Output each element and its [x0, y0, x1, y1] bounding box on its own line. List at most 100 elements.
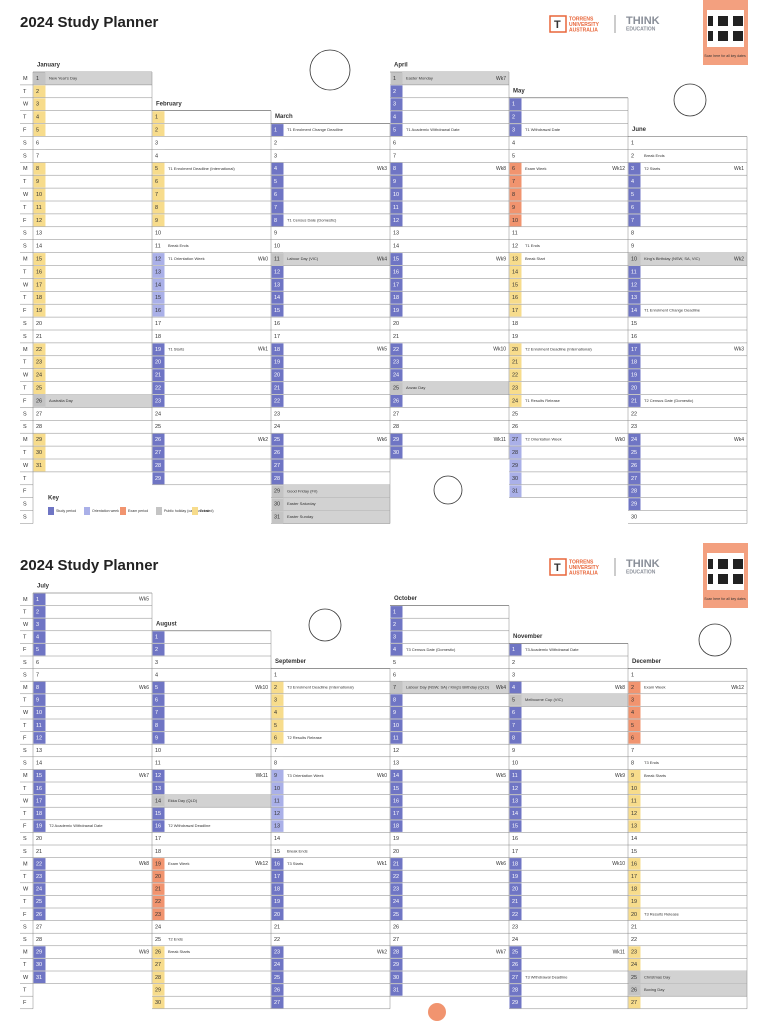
day-box [628, 769, 641, 782]
day-number: 27 [512, 437, 518, 443]
day-box [628, 227, 641, 240]
day-number: 12 [631, 811, 637, 817]
day-number: 15 [36, 773, 42, 779]
day-box [152, 433, 165, 446]
day-box [152, 253, 165, 265]
day-number: 17 [274, 334, 280, 340]
qr-cell [738, 21, 743, 26]
day-box [271, 795, 284, 807]
qr-cell [718, 16, 723, 21]
partner-text: EDUCATION [626, 569, 656, 575]
day-number: 28 [631, 489, 637, 495]
qr-code [707, 553, 744, 590]
day-number: 1 [393, 609, 396, 615]
day-box [33, 845, 46, 858]
day-box [628, 858, 641, 870]
day-number: 16 [155, 308, 161, 314]
day-number: 1 [274, 128, 277, 134]
day-box [628, 946, 641, 958]
key-swatch [84, 507, 90, 515]
day-number: 28 [274, 476, 280, 482]
partner-text: EDUCATION [626, 26, 656, 32]
day-number: 20 [155, 360, 161, 366]
week-label: Wk10 [493, 347, 506, 353]
day-number: 1 [393, 76, 396, 82]
weekday: S [23, 502, 27, 508]
day-number: 26 [512, 962, 518, 968]
day-box [271, 498, 284, 511]
day-box [33, 933, 46, 946]
day-box [33, 459, 46, 472]
day-box [271, 895, 284, 908]
day-number: 19 [393, 308, 399, 314]
day-box [152, 472, 165, 485]
day-box [152, 669, 165, 681]
day-box [509, 732, 522, 744]
day-box [152, 681, 165, 694]
day-box [390, 795, 403, 807]
day-number: 10 [155, 748, 161, 754]
day-number: 28 [512, 987, 518, 993]
day-box [271, 946, 284, 958]
day-box [628, 278, 641, 291]
day-box [33, 253, 46, 265]
weekday: S [23, 321, 27, 327]
weekday: T [23, 811, 27, 817]
day-box [271, 227, 284, 240]
day-number: 4 [36, 635, 39, 641]
day-number: 15 [512, 824, 518, 830]
day-number: 5 [393, 128, 396, 134]
key-swatch [156, 507, 162, 515]
day-box [33, 832, 46, 845]
day-box [271, 971, 284, 984]
event: Boxing Day [644, 987, 664, 992]
day-number: 18 [512, 861, 518, 867]
day-box [390, 820, 403, 832]
qr-cell [708, 559, 713, 564]
day-number: 24 [393, 899, 399, 905]
day-number: 29 [512, 1000, 518, 1006]
day-box [390, 291, 403, 304]
day-box [509, 278, 522, 291]
day-box [271, 681, 284, 694]
day-number: 1 [36, 597, 39, 603]
day-box [152, 395, 165, 407]
day-number: 13 [274, 282, 280, 288]
day-number: 27 [631, 1000, 637, 1006]
day-box [33, 420, 46, 433]
day-number: 15 [393, 257, 399, 263]
day-number: 11 [512, 231, 518, 237]
day-box [628, 253, 641, 265]
weekday: T [23, 609, 27, 615]
day-box [509, 124, 522, 136]
day-box [33, 631, 46, 643]
weekday: T [23, 269, 27, 275]
day-box [509, 845, 522, 858]
day-number: 10 [393, 192, 399, 198]
weekday: F [23, 735, 27, 741]
day-box [628, 382, 641, 394]
weekday: S [23, 836, 27, 842]
day-number: 8 [155, 723, 158, 729]
day-box [509, 395, 522, 407]
week-label: Wk7 [496, 76, 506, 82]
event: Labour Day (VIC) [287, 256, 319, 261]
day-number: 29 [155, 476, 161, 482]
event: Break Ends [168, 243, 189, 248]
weekday: F [23, 824, 27, 830]
partner-text: THINK [626, 558, 660, 570]
day-number: 3 [274, 698, 277, 704]
planner-title: 2024 Study Planner [20, 14, 159, 31]
day-number: 22 [393, 874, 399, 880]
day-number: 10 [512, 218, 518, 224]
day-number: 12 [512, 786, 518, 792]
day-box [628, 317, 641, 330]
holiday-row [45, 394, 152, 408]
day-number: 24 [631, 962, 637, 968]
week-label: Wk9 [139, 949, 149, 955]
day-number: 24 [155, 924, 161, 930]
day-box [628, 395, 641, 407]
day-box [509, 996, 522, 1009]
month-name: May [513, 88, 525, 94]
